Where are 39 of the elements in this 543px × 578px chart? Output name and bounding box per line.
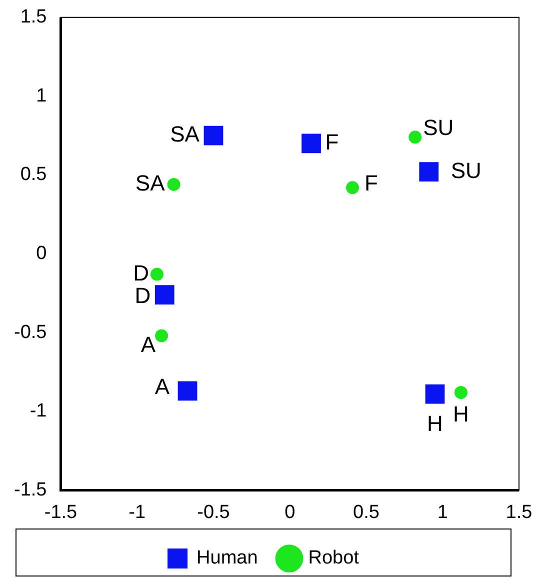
point <box>302 134 321 154</box>
point <box>419 162 439 182</box>
x-tick-label: -0.5 <box>197 502 230 523</box>
data-label: D <box>133 260 149 286</box>
data-label: A <box>154 374 170 399</box>
point <box>425 384 445 404</box>
legend-label: Robot <box>308 548 360 569</box>
point <box>178 381 198 401</box>
data-label: F <box>364 170 378 196</box>
point <box>155 329 168 342</box>
y-tick-label: 1 <box>36 85 47 106</box>
data-label: D <box>134 282 151 308</box>
x-tick-label: 0.5 <box>353 502 380 523</box>
y-tick-label: -1 <box>30 400 47 422</box>
point <box>154 285 174 304</box>
point <box>150 268 164 281</box>
y-tick-label: -1.5 <box>14 479 47 500</box>
data-label: H <box>453 402 469 427</box>
point <box>204 126 224 146</box>
x-tick-label: -1 <box>128 502 146 523</box>
data-label: SU <box>450 158 482 183</box>
point <box>454 386 468 399</box>
y-tick-label: 1.5 <box>20 6 47 28</box>
data-label: SA <box>135 170 166 196</box>
y-tick-label: 0 <box>36 243 47 264</box>
point <box>408 130 422 144</box>
y-tick-label: -0.5 <box>14 322 47 343</box>
point <box>167 178 180 191</box>
data-label: A <box>140 332 156 357</box>
legend-label: Human <box>196 548 258 569</box>
data-label: H <box>427 411 443 436</box>
data-label: SU <box>423 115 454 140</box>
data-label: F <box>325 130 339 155</box>
data-label: SA <box>170 122 200 147</box>
x-tick-label: 1.5 <box>506 502 532 523</box>
y-tick-label: 0.5 <box>20 164 47 186</box>
x-tick-label: 0 <box>284 502 296 523</box>
x-tick-label: 1 <box>437 502 448 523</box>
point <box>346 181 359 194</box>
